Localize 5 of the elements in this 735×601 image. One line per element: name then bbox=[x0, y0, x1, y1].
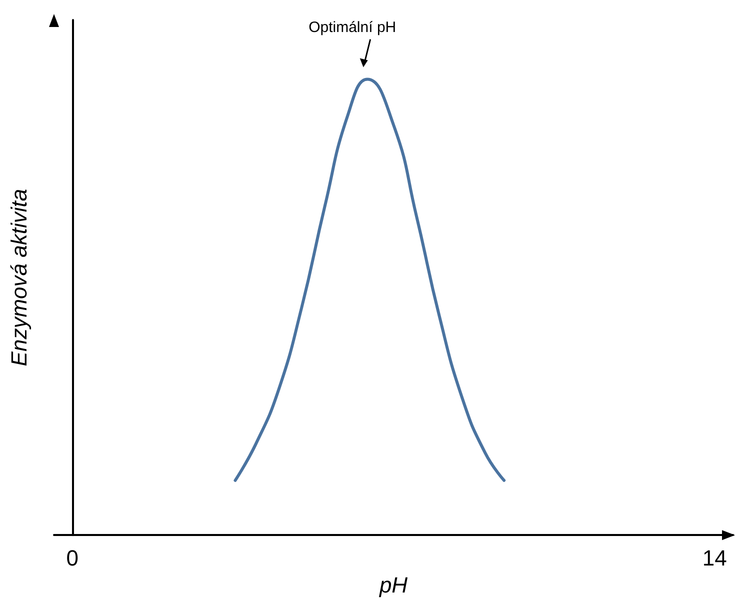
x-tick-label: 14 bbox=[702, 546, 727, 571]
x-tick-label: 0 bbox=[66, 546, 78, 571]
x-axis-title: pH bbox=[378, 572, 408, 598]
y-axis-title: Enzymová aktivita bbox=[6, 188, 32, 366]
annotation: Optimální pH bbox=[308, 18, 396, 36]
